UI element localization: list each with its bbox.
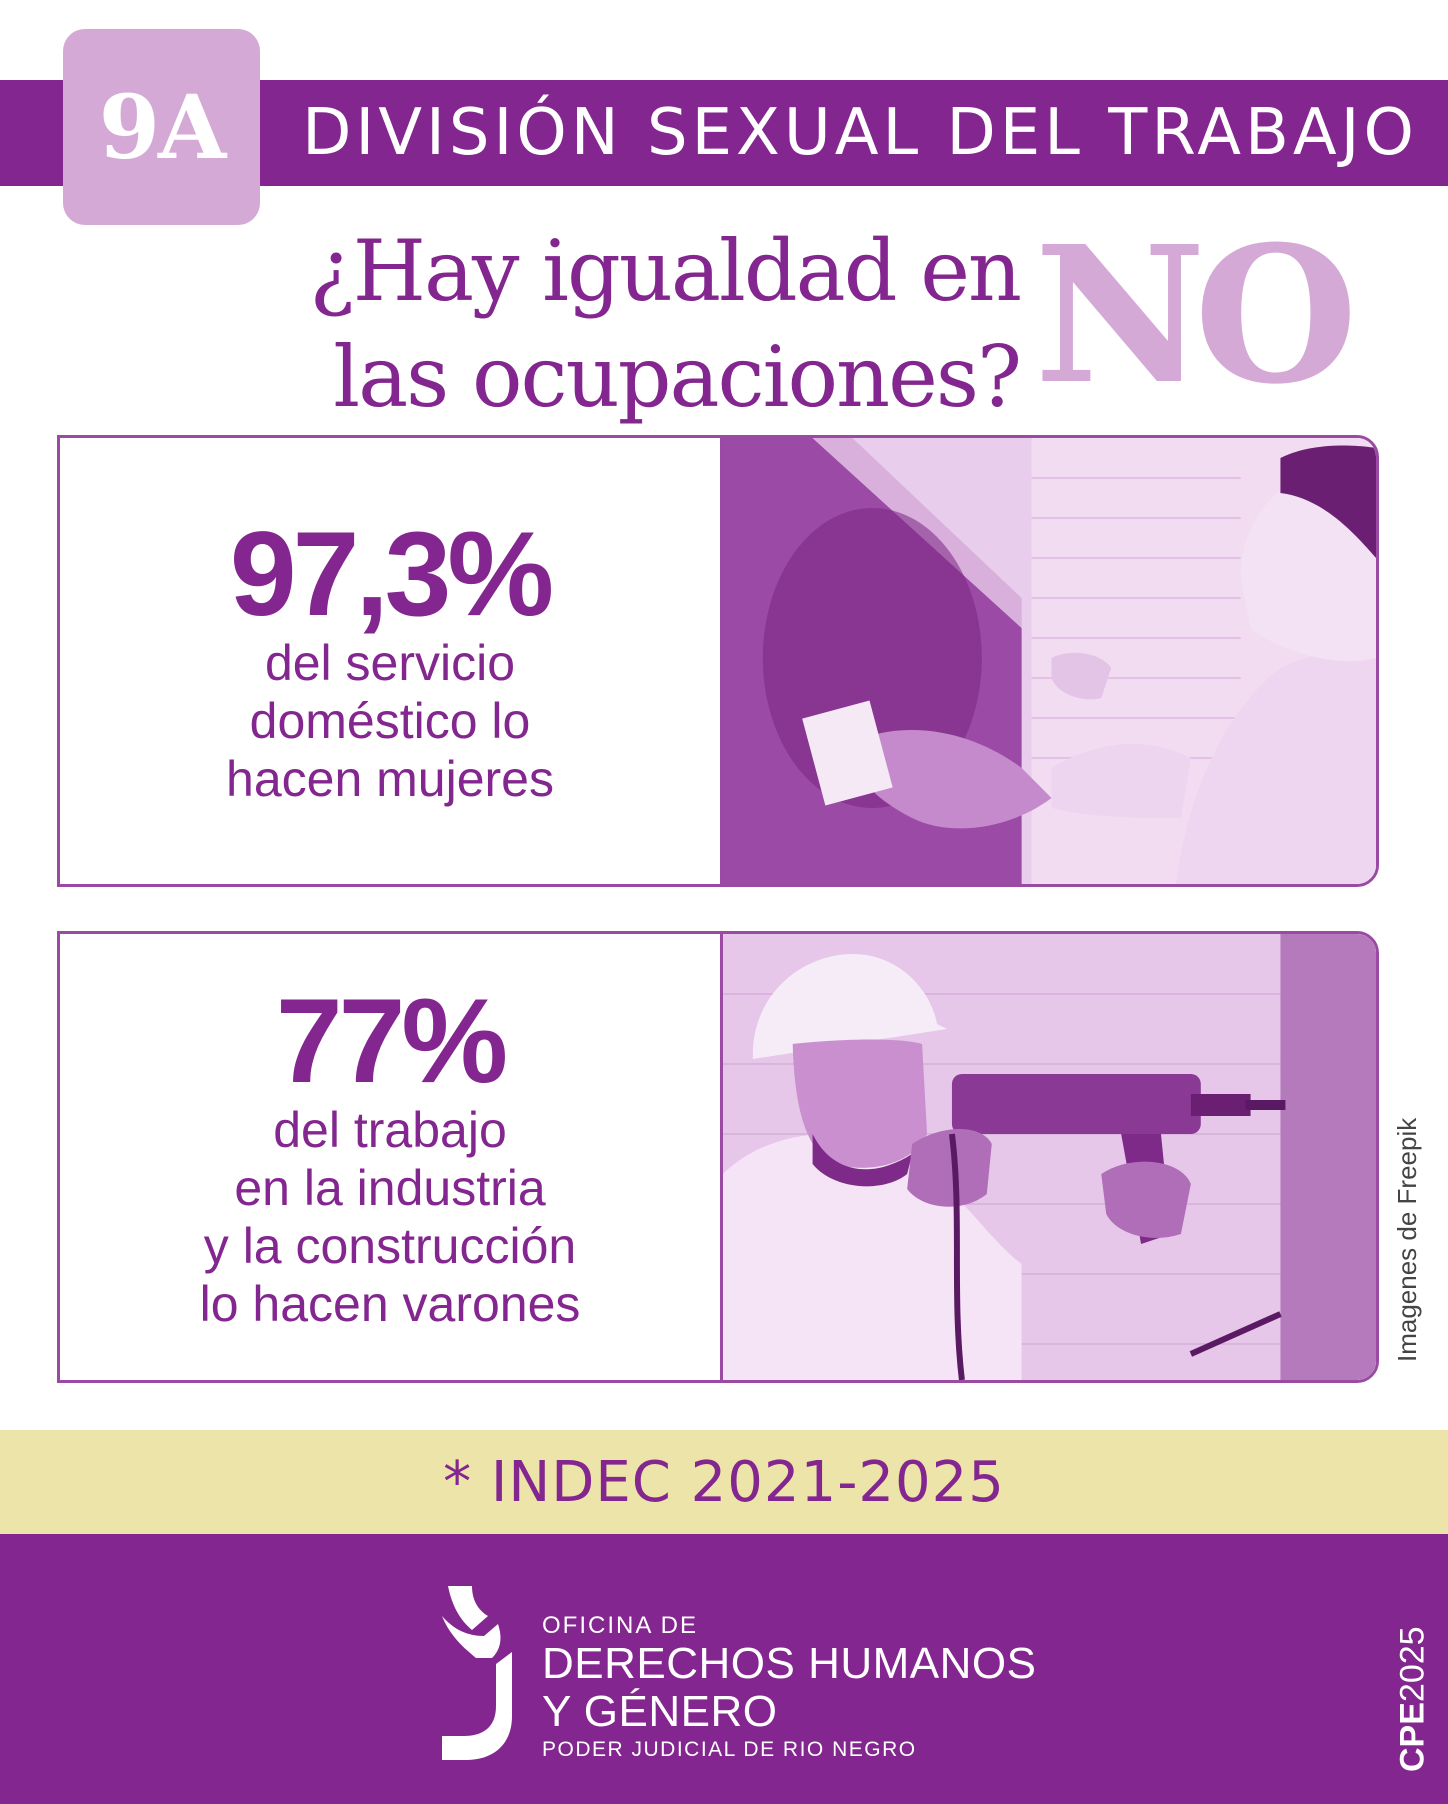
stat-value: 77% [275,974,508,1108]
stat-value: 97,3% [229,507,554,641]
section-badge: 9A [63,29,260,225]
org-line-3: Y GÉNERO [542,1687,778,1736]
question-line-1: ¿Hay igualdad en [309,222,1022,320]
stat-desc-line: y la construcción [203,1218,577,1274]
stat-text: 77% del trabajo en la industria y la con… [60,934,720,1380]
stat-desc-line: lo hacen varones [199,1276,581,1332]
stat-card-domestic: 97,3% del servicio doméstico lo hacen mu… [57,435,1379,887]
section-title: DIVISIÓN SEXUAL DEL TRABAJO [302,96,1418,170]
org-name: OFICINA DE DERECHOS HUMANOS Y GÉNERO POD… [542,1612,1037,1764]
org-line-1: OFICINA DE [542,1612,699,1639]
stat-desc-line: del trabajo [273,1102,507,1158]
section-number: 9A [98,75,227,179]
justice-j-logo-icon [438,1586,516,1760]
man-drilling-photo [720,934,1376,1380]
stat-text: 97,3% del servicio doméstico lo hacen mu… [60,438,720,884]
stat-desc-line: doméstico lo [249,693,531,749]
org-line-2: DERECHOS HUMANOS [542,1639,1037,1688]
woman-cleaning-photo [720,438,1376,884]
question-heading: ¿Hay igualdad en las ocupaciones? [220,218,1022,430]
source-note: * INDEC 2021-2025 [0,1430,1448,1534]
footer: OFICINA DE DERECHOS HUMANOS Y GÉNERO POD… [0,1534,1448,1804]
edition-bold: CPE [1393,1701,1432,1772]
org-line-4: PODER JUDICIAL DE RIO NEGRO [542,1738,917,1761]
question-line-2: las ocupaciones? [333,328,1022,426]
stat-desc-line: hacen mujeres [226,751,554,807]
stat-card-industry: 77% del trabajo en la industria y la con… [57,931,1379,1383]
answer-no: NO [1034,204,1358,426]
stat-desc-line: en la industria [234,1160,546,1216]
edition-label: CPE2025 [1388,1604,1438,1794]
stat-desc-line: del servicio [264,635,516,691]
photo-credit: Imagenes de Freepik [1392,1117,1422,1363]
edition-year: 2025 [1393,1626,1432,1702]
